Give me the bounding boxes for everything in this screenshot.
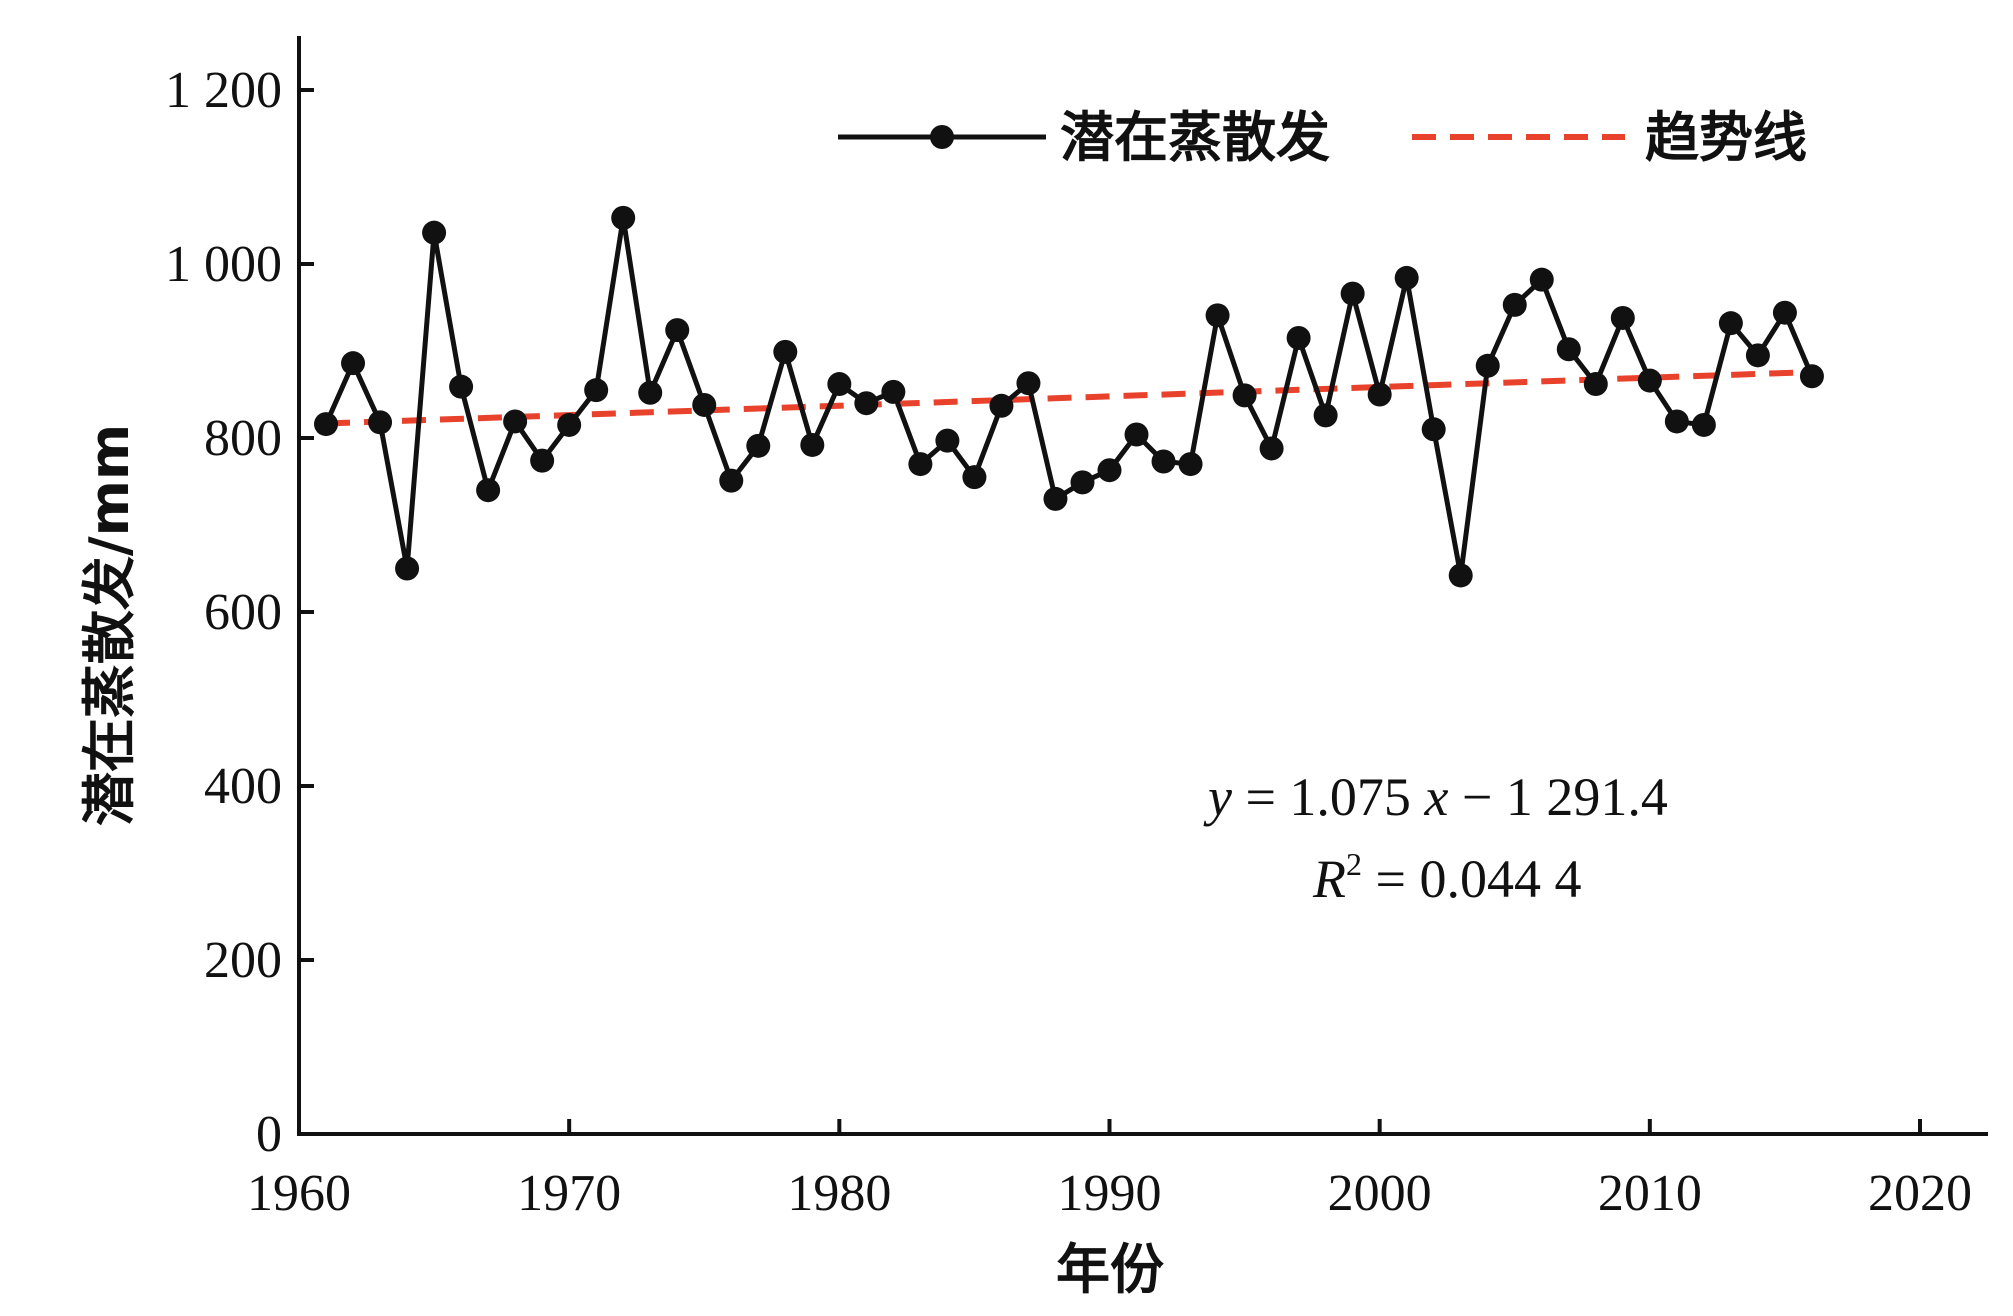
- y-tick-label: 1 000: [165, 236, 282, 293]
- data-point-1967: [476, 478, 501, 503]
- data-point-2004: [1475, 353, 1500, 378]
- data-point-1968: [503, 409, 528, 434]
- data-point-2009: [1610, 305, 1635, 330]
- data-point-1979: [800, 432, 825, 457]
- x-axis-label: 年份: [1056, 1238, 1164, 1301]
- data-point-1993: [1178, 452, 1203, 477]
- series-line: [314, 205, 1824, 588]
- y-tick-label: 1 200: [165, 62, 282, 119]
- y-tick-label: 400: [204, 758, 282, 815]
- data-point-2008: [1583, 372, 1608, 397]
- data-point-1964: [395, 556, 420, 581]
- y-tick-label: 0: [256, 1106, 282, 1163]
- data-point-1983: [908, 452, 933, 477]
- data-point-2015: [1772, 300, 1797, 325]
- y-tick-label: 200: [204, 932, 282, 989]
- data-point-1988: [1043, 486, 1068, 511]
- data-point-1969: [530, 448, 555, 473]
- data-point-1995: [1232, 383, 1257, 408]
- data-point-1978: [773, 339, 798, 364]
- regression-equation: y = 1.075 x − 1 291.4: [1203, 767, 1668, 827]
- data-point-2011: [1664, 409, 1689, 434]
- x-tick-label: 1990: [1058, 1165, 1162, 1222]
- data-point-2001: [1394, 265, 1419, 290]
- x-tick-label: 2010: [1598, 1165, 1702, 1222]
- data-point-1973: [638, 380, 663, 405]
- y-tick-label: 600: [204, 584, 282, 641]
- x-tick-label: 1970: [517, 1165, 621, 1222]
- legend-series-label: 潜在蒸散发: [1060, 106, 1330, 169]
- data-point-1976: [719, 468, 744, 493]
- data-point-1962: [341, 351, 366, 376]
- data-point-1965: [422, 220, 447, 245]
- data-point-1985: [962, 465, 987, 490]
- data-point-1987: [1016, 371, 1041, 396]
- data-point-1986: [989, 393, 1014, 418]
- data-point-1975: [692, 392, 717, 417]
- data-point-1981: [854, 391, 879, 416]
- data-point-1997: [1286, 325, 1311, 350]
- data-point-1994: [1205, 303, 1230, 328]
- data-point-1972: [611, 205, 636, 230]
- data-point-1991: [1124, 422, 1149, 447]
- data-point-2013: [1718, 311, 1743, 336]
- data-point-1992: [1151, 449, 1176, 474]
- x-ticks: 1960 1970 1980 1990 2000 2010 2020: [247, 1119, 1972, 1222]
- data-point-1977: [746, 433, 771, 458]
- x-tick-label: 1960: [247, 1165, 351, 1222]
- data-point-1974: [665, 318, 690, 343]
- data-point-2016: [1799, 364, 1824, 389]
- data-point-2012: [1691, 412, 1716, 437]
- data-point-1980: [827, 372, 852, 397]
- data-point-1961: [314, 412, 339, 437]
- data-point-2003: [1448, 563, 1473, 588]
- data-point-2002: [1421, 417, 1446, 442]
- data-point-1966: [449, 374, 474, 399]
- x-tick-label: 1980: [787, 1165, 891, 1222]
- y-tick-label: 800: [204, 410, 282, 467]
- data-point-2006: [1529, 267, 1554, 292]
- data-point-1982: [881, 379, 906, 404]
- data-point-2010: [1637, 368, 1662, 393]
- x-tick-label: 2000: [1328, 1165, 1432, 1222]
- regression-annotation: y = 1.075 x − 1 291.4 R2 = 0.044 4: [1203, 767, 1668, 909]
- legend: 潜在蒸散发 趋势线: [838, 106, 1807, 169]
- y-ticks: 0 200 400 600 800 1 000 1 200: [165, 62, 314, 1163]
- y-axis-label: 潜在蒸散发/mm: [78, 424, 141, 826]
- data-point-1999: [1340, 281, 1365, 306]
- data-point-1990: [1097, 458, 1122, 483]
- data-point-2014: [1745, 343, 1770, 368]
- legend-trend-label: 趋势线: [1645, 106, 1807, 169]
- data-point-2000: [1367, 382, 1392, 407]
- data-point-1963: [368, 410, 393, 435]
- data-point-1970: [557, 412, 582, 437]
- data-point-1998: [1313, 403, 1338, 428]
- axes: [297, 36, 1988, 1136]
- x-tick-label: 2020: [1868, 1165, 1972, 1222]
- data-point-1989: [1070, 470, 1095, 495]
- r-squared: R2 = 0.044 4: [1312, 846, 1581, 909]
- data-point-1984: [935, 428, 960, 453]
- data-point-2007: [1556, 337, 1581, 362]
- legend-series-marker: [930, 125, 954, 149]
- data-point-2005: [1502, 292, 1527, 317]
- data-point-1971: [584, 378, 609, 403]
- data-point-1996: [1259, 436, 1284, 461]
